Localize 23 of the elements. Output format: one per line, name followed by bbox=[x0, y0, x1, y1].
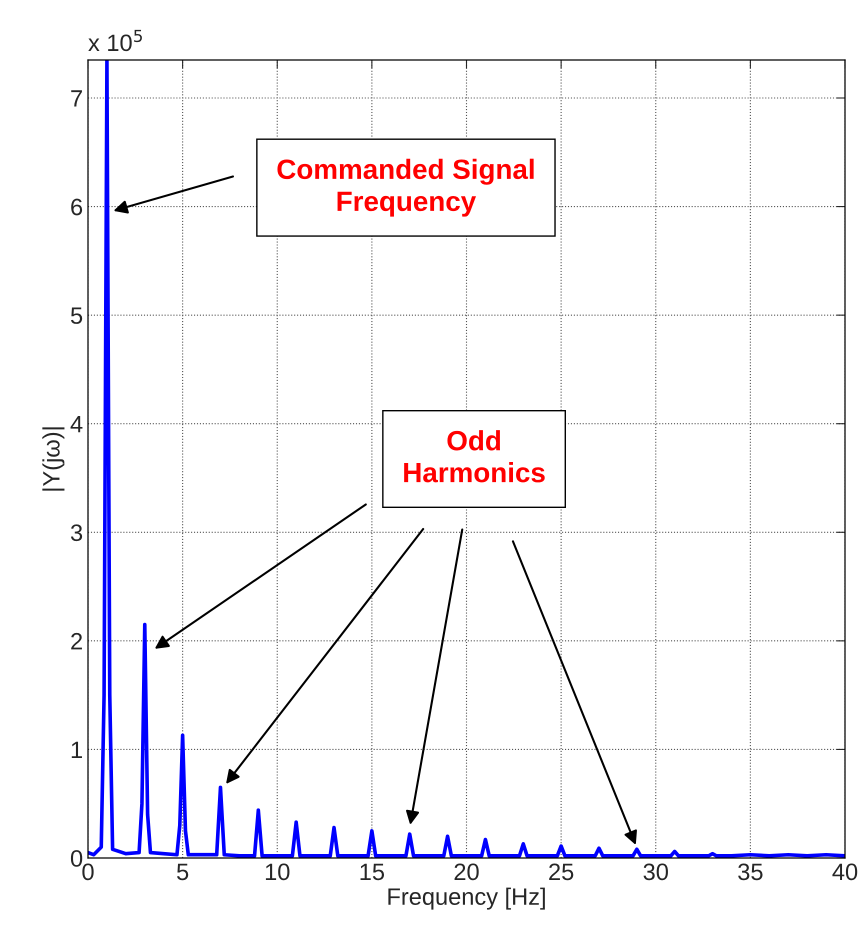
x-tick-label: 20 bbox=[454, 863, 479, 880]
x-tick-label: 30 bbox=[644, 863, 668, 880]
line-series bbox=[88, 60, 845, 858]
x-tick-label: 5 bbox=[177, 864, 188, 880]
text: x 10$^{5}$ bbox=[88, 30, 142, 52]
x-tick-label: 15 bbox=[360, 864, 384, 880]
y-tick-label: 1 bbox=[72, 742, 82, 758]
annotation: Commanded Signal Frequency bbox=[277, 158, 534, 217]
y-tick-label: 3 bbox=[70, 524, 82, 542]
x-tick-label: 40 bbox=[832, 863, 858, 880]
y-axis-title: |Y(jω)| bbox=[42, 427, 64, 491]
y-tick-label: 2 bbox=[71, 632, 82, 650]
x-tick-label: 10 bbox=[266, 863, 290, 880]
x-axis-title: Frequency [Hz] bbox=[388, 888, 545, 910]
y-tick-label: 5 bbox=[70, 307, 82, 324]
y-tick-label: 6 bbox=[71, 198, 82, 216]
y-tick-label: 4 bbox=[70, 416, 82, 432]
annotation: Odd Harmonics bbox=[404, 430, 545, 482]
y-tick-label: 0 bbox=[70, 850, 82, 867]
y-tick-label: 7 bbox=[71, 90, 82, 107]
x-tick-label: 35 bbox=[738, 863, 763, 880]
x-tick-label: 0 bbox=[82, 863, 94, 880]
x-tick-label: 25 bbox=[549, 863, 574, 880]
